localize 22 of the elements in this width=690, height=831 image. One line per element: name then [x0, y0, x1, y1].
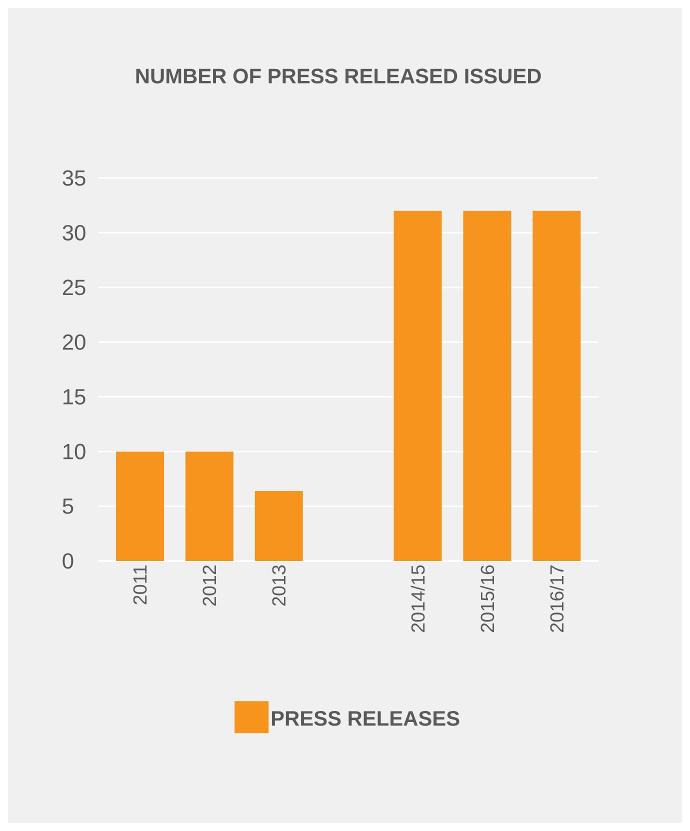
bar: [394, 210, 442, 561]
x-tick-label: 2015/16: [480, 565, 494, 632]
x-tick-label: 2013: [272, 565, 286, 606]
bar: [116, 452, 164, 561]
y-tick-label: 20: [62, 334, 86, 350]
bar: [532, 210, 581, 561]
legend-label: PRESS RELEASES: [272, 711, 460, 726]
x-tick-label: 2011: [133, 565, 147, 604]
y-tick-label: 5: [62, 498, 74, 514]
x-tick-label: 2014/15: [410, 565, 425, 632]
y-tick-label: 10: [64, 444, 86, 460]
y-tick-label: 30: [62, 224, 86, 240]
bar: [254, 490, 303, 561]
chart-title: NUMBER OF PRESS RELEASED ISSUED: [136, 68, 541, 84]
x-tick-label: 2016/17: [550, 565, 564, 632]
bar: [185, 452, 234, 561]
y-tick-label: 15: [64, 389, 86, 404]
y-tick-label: 0: [62, 553, 74, 569]
y-tick-label: 35: [62, 170, 86, 186]
bar: [463, 210, 512, 561]
x-tick-label: 2012: [202, 565, 216, 606]
y-tick-label: 25: [62, 280, 86, 296]
